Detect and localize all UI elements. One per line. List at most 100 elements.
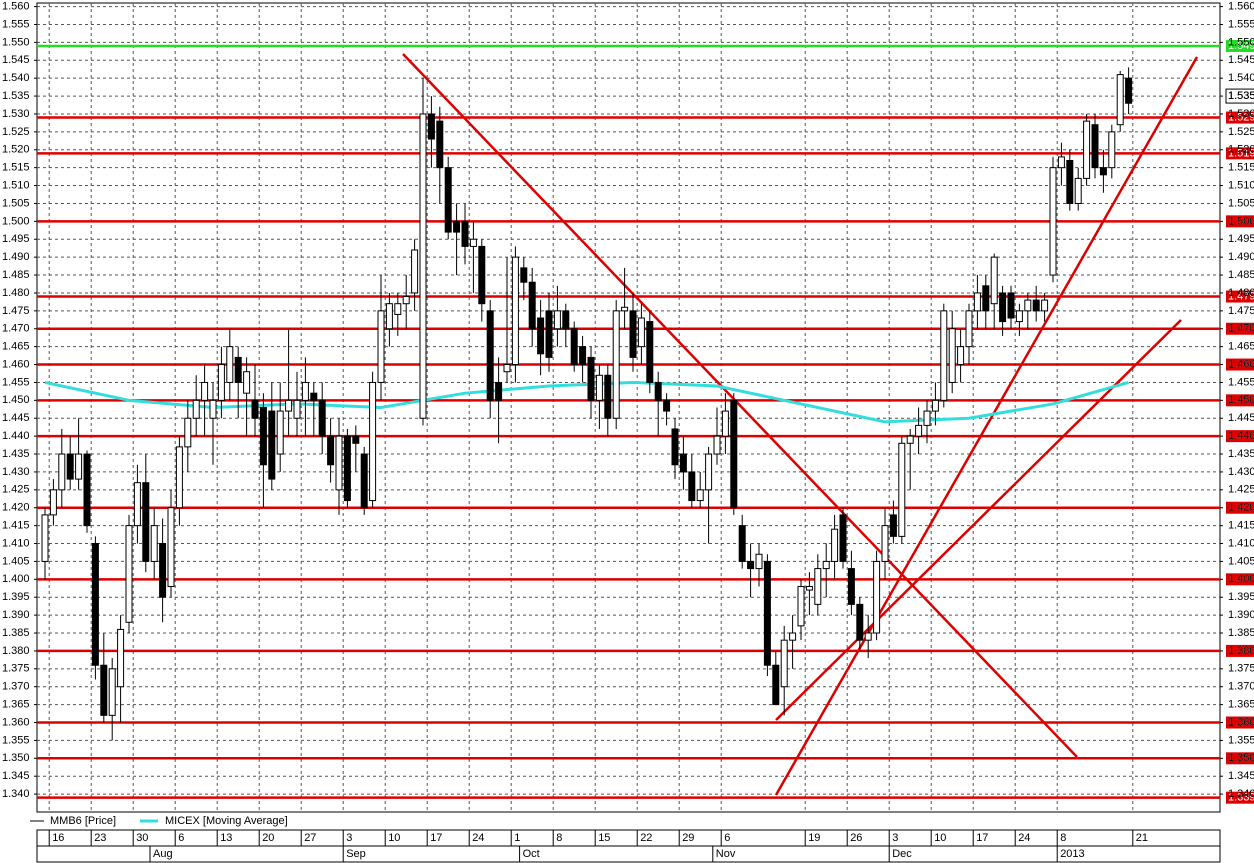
candle-body [923, 410, 931, 426]
candle-body [814, 568, 822, 605]
candle-body [990, 256, 998, 305]
x-tick-label: 24 [472, 832, 484, 844]
month-label: Oct [523, 848, 540, 860]
candle-body [117, 628, 125, 688]
candle-body [528, 281, 536, 330]
candle-body [385, 303, 393, 330]
candle-body [108, 668, 116, 716]
y-tick-label: 1.350 [1228, 752, 1254, 764]
candle-body [1024, 299, 1032, 312]
candle-body [898, 442, 906, 537]
candle-body [100, 664, 108, 716]
candle-body [1074, 177, 1082, 204]
candle-body [243, 371, 251, 394]
candle-body [192, 399, 200, 419]
candle-body [1041, 299, 1049, 312]
x-tick-label: 27 [304, 832, 316, 844]
candle-body [881, 525, 889, 562]
y-tick-label: 1.375 [1228, 663, 1254, 675]
x-tick-label: 13 [220, 832, 232, 844]
candle-body [1049, 167, 1057, 276]
candle-body [931, 399, 939, 412]
candle-body [973, 292, 981, 312]
y-tick-label: 1.535 [1228, 90, 1254, 102]
level-label: 1.479 [1228, 290, 1254, 302]
y-tick-label: 1.400 [1228, 573, 1254, 585]
x-tick-label: 19 [808, 832, 820, 844]
candle-body [763, 560, 771, 666]
candle-body [159, 543, 167, 598]
y-tick-label: 1.440 [2, 430, 30, 442]
level-tag [1226, 111, 1254, 124]
last-price-tag [1225, 88, 1254, 104]
candle-body [553, 310, 561, 330]
x-tick-label: 10 [934, 832, 946, 844]
candle-body [1108, 131, 1116, 169]
candle-body [1099, 167, 1107, 176]
candle-body [436, 120, 444, 169]
candle-body [545, 310, 553, 358]
candle-body [41, 514, 49, 562]
y-tick-label: 1.410 [1228, 537, 1254, 549]
y-tick-label: 1.355 [1228, 734, 1254, 746]
candle-body [310, 392, 318, 401]
y-tick-label: 1.540 [1228, 72, 1254, 84]
candle-body [982, 285, 990, 312]
x-tick-label: 16 [52, 832, 64, 844]
y-tick-label: 1.425 [1228, 484, 1254, 496]
y-tick-label: 1.380 [2, 645, 30, 657]
candle-body [679, 453, 687, 473]
x-tick-label: 3 [892, 832, 898, 844]
candle-body [285, 399, 293, 412]
candle-body [705, 453, 713, 491]
y-tick-label: 1.490 [1228, 251, 1254, 263]
legend-label: MICEX [Moving Average] [165, 815, 288, 827]
candle-body [637, 317, 645, 348]
candle-body [856, 603, 864, 641]
x-tick-label: 10 [388, 832, 400, 844]
y-tick-label: 1.355 [2, 734, 30, 746]
level-label: 1.450 [1228, 394, 1254, 406]
y-tick-label: 1.410 [2, 537, 30, 549]
x-tick-label: 8 [556, 832, 562, 844]
y-tick-label: 1.400 [2, 573, 30, 585]
y-tick-label: 1.390 [2, 609, 30, 621]
y-tick-label: 1.520 [1228, 144, 1254, 156]
candle-body [654, 381, 662, 401]
candle-body [427, 113, 435, 140]
y-tick-label: 1.360 [2, 716, 30, 728]
candle-body [83, 453, 91, 527]
candle-body [511, 256, 519, 366]
month-label: Dec [892, 848, 912, 860]
candle-body [1066, 160, 1074, 204]
candle-body [1032, 299, 1040, 312]
y-tick-label: 1.455 [1228, 376, 1254, 388]
y-tick-label: 1.390 [1228, 609, 1254, 621]
level-tag [1226, 215, 1254, 228]
candle-body [201, 381, 209, 401]
candle-body [864, 632, 872, 641]
month-label: Sep [346, 848, 366, 860]
level-tag [1226, 147, 1254, 160]
candle-body [738, 525, 746, 562]
legend: MMB6 [Price] MICEX [Moving Average] [30, 815, 288, 827]
y-tick-label: 1.380 [1228, 645, 1254, 657]
level-label: 1.350 [1228, 752, 1254, 764]
y-tick-label: 1.430 [2, 466, 30, 478]
y-tick-label: 1.495 [1228, 233, 1254, 245]
y-tick-label: 1.365 [1228, 699, 1254, 711]
candle-body [251, 399, 259, 419]
candle-body [789, 632, 797, 641]
y-tick-label: 1.385 [1228, 627, 1254, 639]
candle-body [906, 435, 914, 444]
level-tag [1226, 290, 1254, 303]
level-tag [1226, 394, 1254, 407]
candle-body [831, 528, 839, 562]
month-label: Nov [716, 848, 736, 860]
level-label: 1.549 [1228, 40, 1254, 52]
y-tick-label: 1.540 [2, 72, 30, 84]
candle-body [663, 399, 671, 412]
x-tick-label: 23 [94, 832, 106, 844]
y-tick-label: 1.440 [1228, 430, 1254, 442]
